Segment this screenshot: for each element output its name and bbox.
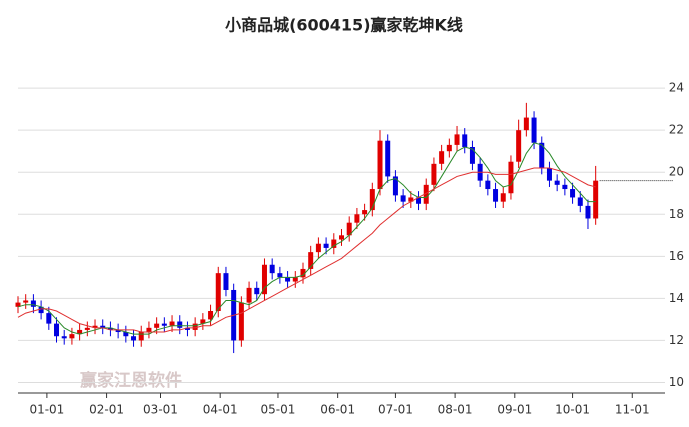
x-tick-label: 01-01 — [29, 403, 64, 417]
candle-body — [354, 214, 360, 223]
x-tick-label: 09-01 — [497, 403, 532, 417]
moving-average — [17, 142, 596, 335]
candle-body — [115, 329, 121, 333]
candle-body — [562, 184, 568, 190]
y-tick-label: 12 — [669, 333, 684, 347]
candle-body — [392, 176, 398, 196]
candle-body — [131, 336, 137, 341]
candle-body — [100, 325, 106, 328]
x-tick-label: 06-01 — [320, 403, 355, 417]
y-tick-label: 24 — [669, 81, 684, 95]
candle-body — [208, 311, 214, 320]
candle-body — [523, 117, 529, 131]
candle-body — [254, 287, 260, 295]
x-tick-label: 08-01 — [438, 403, 473, 417]
candle-body — [30, 300, 36, 307]
candle-body — [61, 336, 67, 339]
candle-body — [261, 264, 267, 295]
chart-title: 小商品城(600415)赢家乾坤K线 — [225, 16, 463, 35]
candle-body — [485, 180, 491, 190]
candle-body — [508, 161, 514, 194]
candle-body — [331, 239, 337, 248]
candle-body — [84, 327, 90, 330]
candle-body — [516, 130, 522, 162]
moving-average — [17, 167, 596, 333]
candle-body — [423, 184, 429, 204]
candle-body — [585, 205, 591, 219]
candle-body — [531, 117, 537, 143]
x-tick-label: 05-01 — [261, 403, 296, 417]
candle-body — [192, 323, 198, 330]
x-tick-label: 10-01 — [555, 403, 590, 417]
candle-body — [277, 273, 283, 278]
candle-body — [154, 323, 160, 328]
candle-body — [369, 189, 375, 211]
y-tick-label: 22 — [669, 123, 684, 137]
candle-body — [362, 210, 368, 215]
candle-body — [184, 327, 190, 330]
y-tick-label: 16 — [669, 249, 684, 263]
candle-body — [285, 277, 291, 282]
y-tick-label: 18 — [669, 207, 684, 221]
candle-body — [23, 300, 29, 303]
candle-body — [546, 168, 552, 181]
x-tick-label: 04-01 — [203, 403, 238, 417]
candle-body — [416, 197, 422, 204]
candle-body — [346, 222, 352, 236]
candle-body — [315, 243, 321, 253]
candle-body — [69, 334, 75, 339]
candle-body — [593, 180, 599, 219]
candle-body — [107, 327, 113, 330]
candle-body — [177, 321, 183, 328]
candle-body — [439, 151, 445, 164]
candle-body — [15, 302, 21, 307]
y-tick-label: 10 — [669, 375, 684, 389]
y-tick-label: 14 — [669, 291, 684, 305]
candle-body — [570, 189, 576, 198]
candle-body — [146, 327, 152, 333]
candle-body — [469, 147, 475, 164]
candle-body — [377, 140, 383, 190]
candle-body — [215, 273, 221, 311]
candle-body — [323, 243, 329, 248]
candle-body — [238, 302, 244, 341]
candle-body — [446, 144, 452, 152]
x-tick-label: 11-01 — [615, 403, 650, 417]
watermark: 赢家江恩软件 — [80, 370, 182, 391]
candle-body — [92, 325, 98, 328]
candle-body — [577, 197, 583, 206]
candle-body — [292, 277, 298, 282]
x-tick-label: 03-01 — [143, 403, 178, 417]
candle-body — [339, 235, 344, 240]
candle-body — [169, 321, 175, 326]
x-tick-label: 02-01 — [89, 403, 124, 417]
candle-body — [385, 140, 391, 177]
candle-body — [400, 195, 406, 202]
candle-body — [200, 319, 206, 324]
candle-body — [38, 306, 44, 314]
candle-body — [77, 329, 83, 335]
candle-body — [431, 163, 437, 185]
candle-body — [408, 197, 414, 202]
candle-body — [308, 252, 314, 269]
candle-body — [138, 332, 144, 341]
candle-body — [46, 313, 52, 324]
candle-body — [123, 332, 129, 337]
candle-body — [300, 268, 306, 278]
candle-body — [269, 264, 275, 274]
candle-body — [246, 287, 252, 303]
candle-body — [539, 142, 545, 169]
candle-body — [554, 180, 560, 185]
candle-body — [161, 323, 167, 326]
candle-body — [454, 134, 460, 145]
candle-body — [493, 189, 499, 202]
x-tick-label: 07-01 — [378, 403, 413, 417]
candle-body — [462, 134, 468, 147]
candle-body — [54, 323, 60, 337]
y-tick-label: 20 — [669, 165, 684, 179]
candle-body — [223, 273, 229, 290]
candle-body — [500, 193, 506, 202]
